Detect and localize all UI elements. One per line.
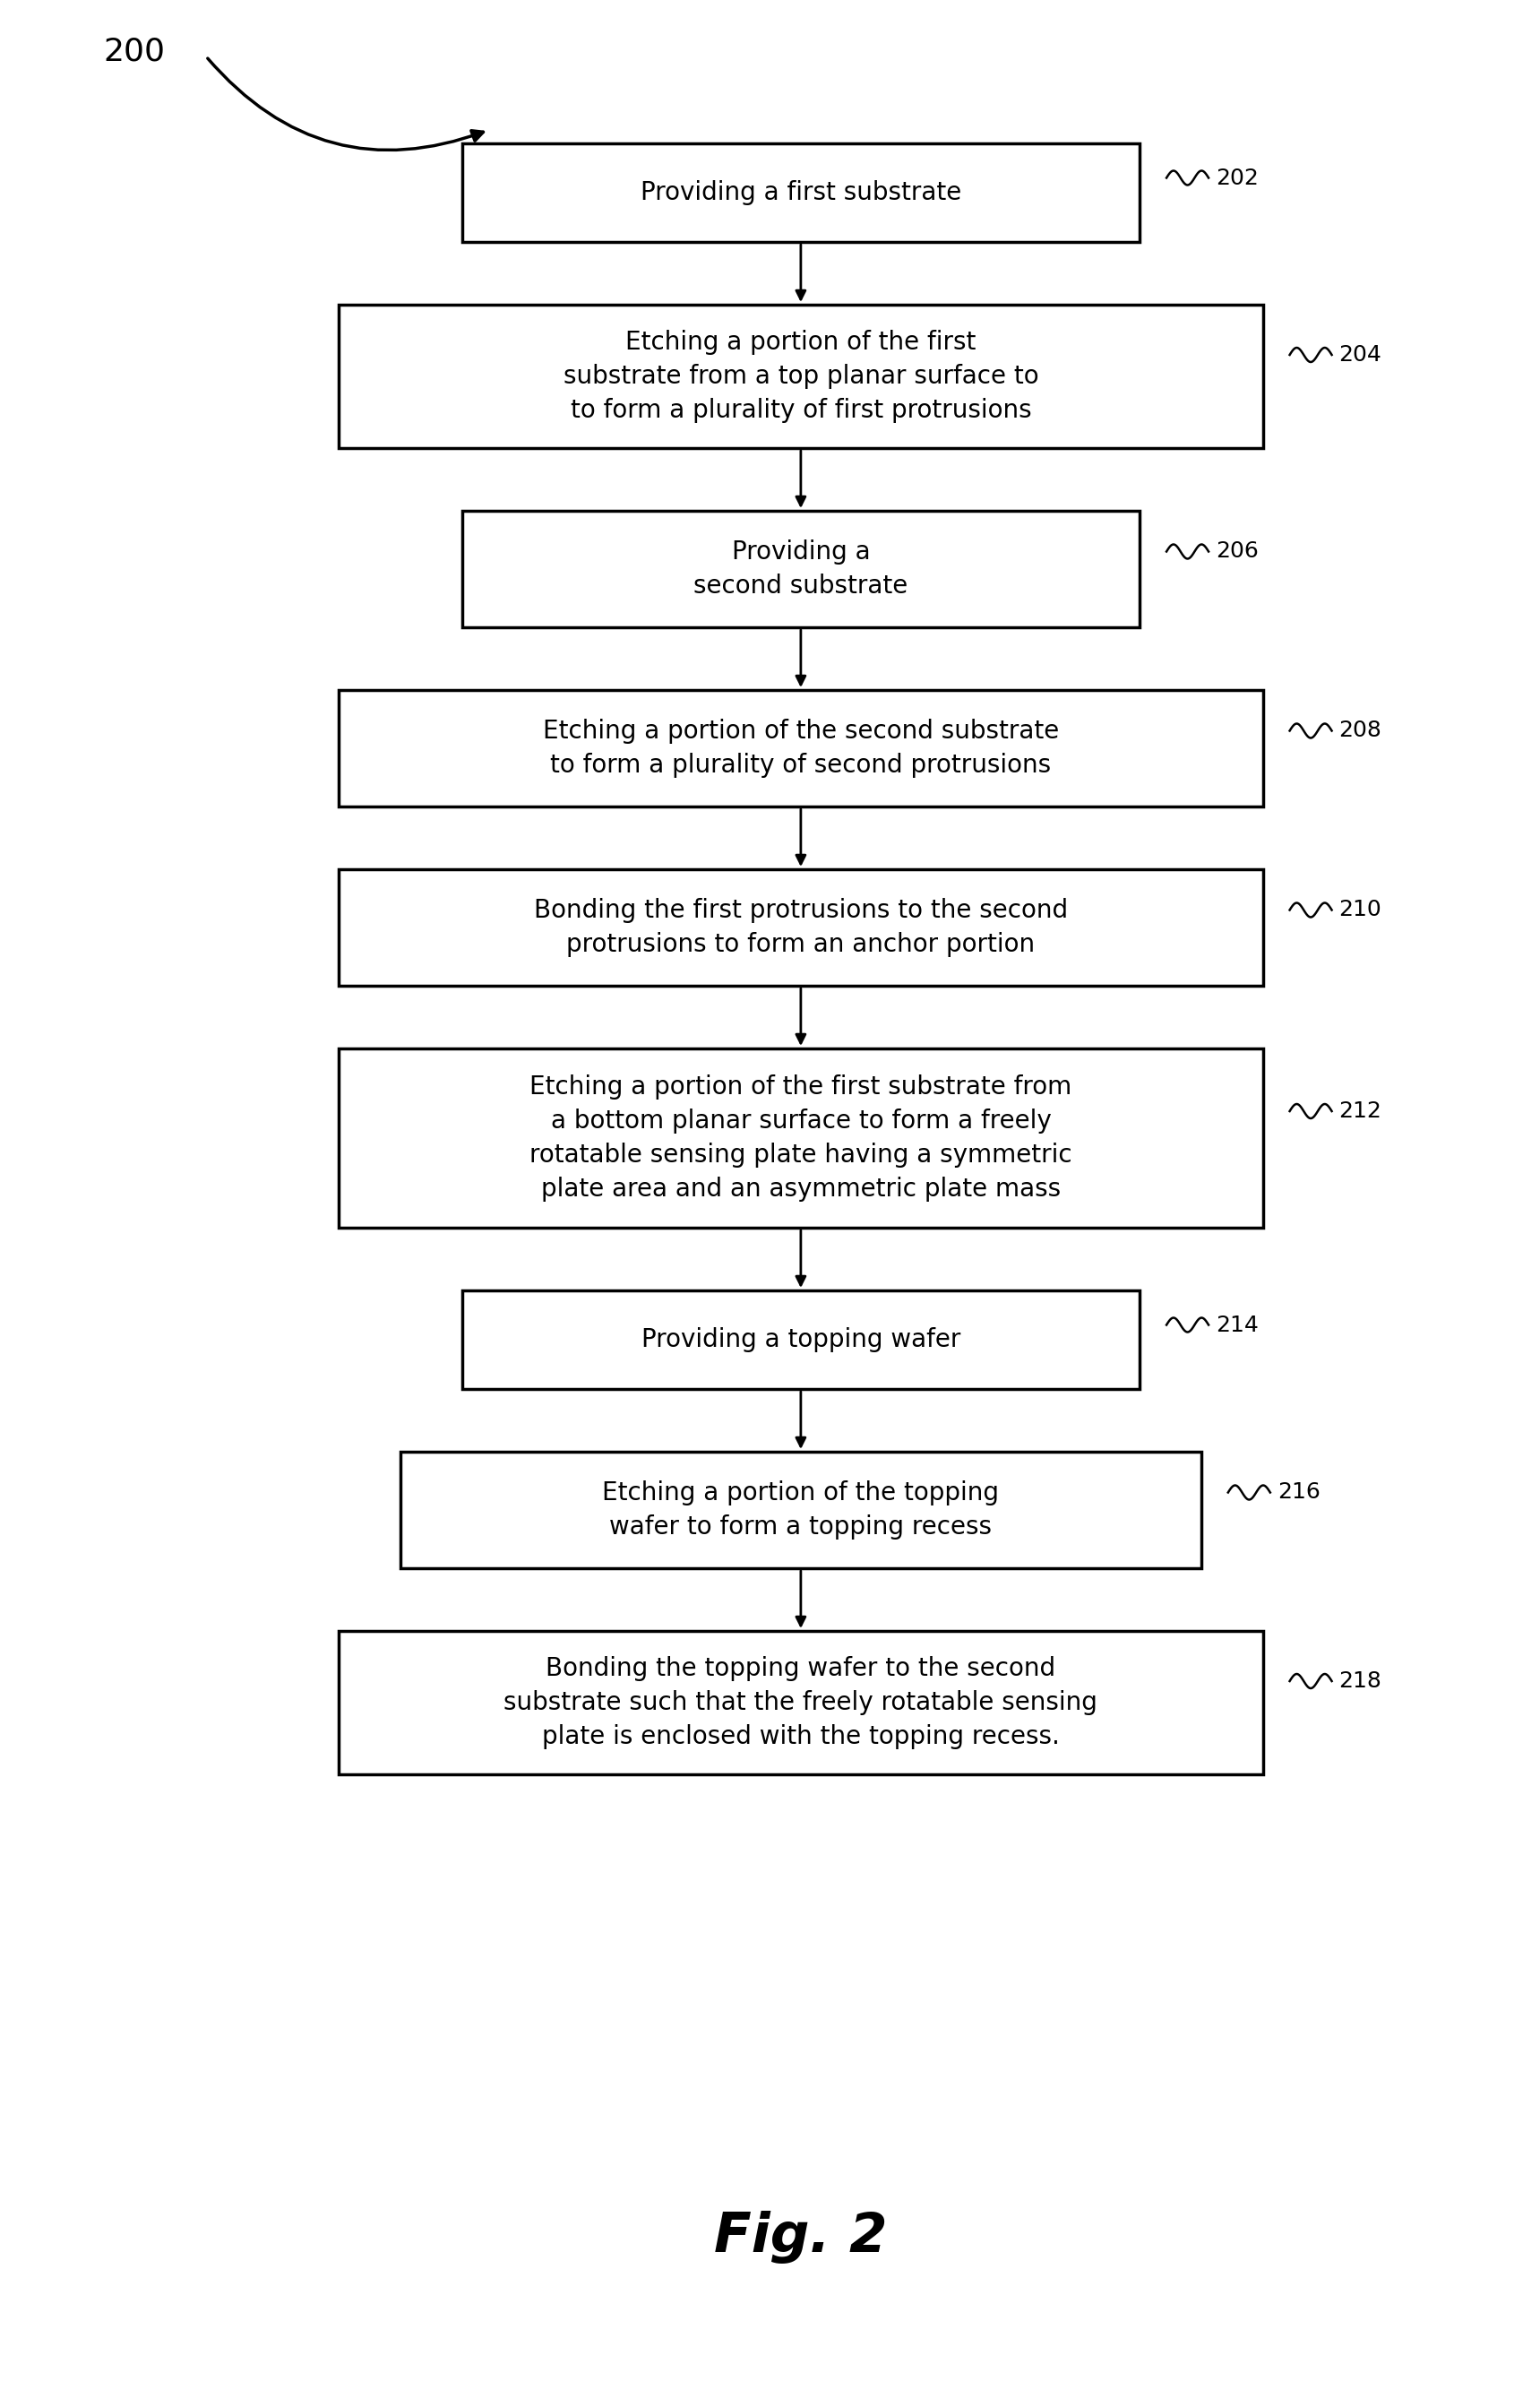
Text: 206: 206 (1215, 540, 1258, 562)
Text: Etching a portion of the first
substrate from a top planar surface to
to form a : Etching a portion of the first substrate… (564, 331, 1038, 424)
Text: Etching a portion of the second substrate
to form a plurality of second protrusi: Etching a portion of the second substrat… (542, 719, 1060, 779)
Text: 218: 218 (1338, 1671, 1381, 1693)
Text: Providing a
second substrate: Providing a second substrate (693, 540, 909, 598)
Text: 216: 216 (1277, 1481, 1320, 1502)
Text: Bonding the topping wafer to the second
substrate such that the freely rotatable: Bonding the topping wafer to the second … (504, 1657, 1098, 1750)
Bar (462, 1291, 1140, 1388)
Text: 200: 200 (103, 36, 165, 67)
Bar (462, 512, 1140, 626)
Text: Etching a portion of the topping
wafer to form a topping recess: Etching a portion of the topping wafer t… (602, 1481, 999, 1541)
Text: 204: 204 (1338, 345, 1381, 367)
Text: 210: 210 (1338, 900, 1381, 921)
Bar (339, 305, 1263, 448)
Text: 202: 202 (1215, 167, 1258, 188)
Bar (339, 869, 1263, 986)
Text: Fig. 2: Fig. 2 (715, 2212, 887, 2264)
Text: 208: 208 (1338, 719, 1381, 740)
Text: Providing a topping wafer: Providing a topping wafer (641, 1326, 961, 1352)
Text: Providing a first substrate: Providing a first substrate (641, 181, 961, 205)
Bar (339, 1631, 1263, 1774)
Text: Etching a portion of the first substrate from
a bottom planar surface to form a : Etching a portion of the first substrate… (530, 1074, 1072, 1202)
Text: 214: 214 (1215, 1314, 1258, 1336)
Text: Bonding the first protrusions to the second
protrusions to form an anchor portio: Bonding the first protrusions to the sec… (534, 898, 1067, 957)
Bar (339, 1048, 1263, 1229)
Bar (462, 143, 1140, 243)
Text: 212: 212 (1338, 1100, 1381, 1121)
Bar (400, 1452, 1201, 1569)
Bar (339, 690, 1263, 807)
